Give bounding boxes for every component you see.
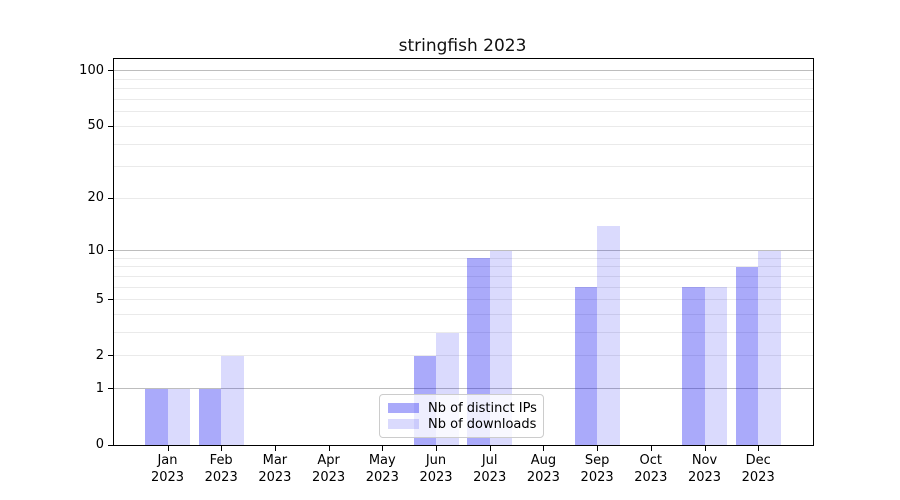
y-tick-20 <box>108 197 113 199</box>
x-tick-label-mar-2023: Mar 2023 <box>258 453 292 485</box>
y-tick-label-10: 10 <box>87 242 104 258</box>
minor-gridline-90 <box>114 78 813 80</box>
x-tick-oct-2023 <box>650 446 652 451</box>
bar-nb-of-downloads-jan-2023 <box>167 388 190 445</box>
y-tick-100 <box>108 70 113 72</box>
minor-gridline-9 <box>114 257 813 259</box>
minor-gridline-80 <box>114 88 813 90</box>
x-tick-label-dec-2023: Dec 2023 <box>741 453 775 485</box>
x-tick-label-nov-2023: Nov 2023 <box>687 453 722 485</box>
x-tick-sep-2023 <box>597 446 599 451</box>
y-tick-label-5: 5 <box>95 291 104 307</box>
minor-gridline-7 <box>114 275 813 277</box>
x-tick-apr-2023 <box>328 446 330 451</box>
x-tick-mar-2023 <box>274 446 276 451</box>
legend-label-downloads: Nb of downloads <box>428 416 537 432</box>
y-tick-50 <box>108 125 113 127</box>
major-gridline-100 <box>114 70 813 72</box>
y-tick-label-20: 20 <box>87 190 104 206</box>
major-gridline-10 <box>114 250 813 252</box>
x-tick-feb-2023 <box>221 446 223 451</box>
legend-item-downloads: Nb of downloads <box>388 416 537 432</box>
x-tick-label-jan-2023: Jan 2023 <box>150 453 185 485</box>
minor-gridline-60 <box>114 111 813 113</box>
y-tick-label-0: 0 <box>95 437 104 452</box>
legend: Nb of distinct IPs Nb of downloads <box>379 394 544 438</box>
x-tick-jul-2023 <box>489 446 491 451</box>
bar-nb-of-downloads-dec-2023 <box>758 250 781 445</box>
x-tick-nov-2023 <box>704 446 706 451</box>
y-tick-0 <box>108 444 113 446</box>
x-tick-jun-2023 <box>436 446 437 451</box>
bar-nb-of-distinct-ips-jan-2023 <box>145 388 168 445</box>
x-tick-dec-2023 <box>758 446 760 451</box>
x-tick-label-aug-2023: Aug 2023 <box>526 453 560 485</box>
legend-swatch-downloads <box>388 419 419 429</box>
legend-item-distinct-ips: Nb of distinct IPs <box>388 400 537 416</box>
bar-nb-of-downloads-sep-2023 <box>597 225 620 445</box>
x-tick-label-oct-2023: Oct 2023 <box>634 453 668 485</box>
y-tick-1 <box>108 388 113 390</box>
minor-gridline-2 <box>114 355 813 357</box>
x-tick-label-apr-2023: Apr 2023 <box>312 453 346 485</box>
x-tick-label-jul-2023: Jul 2023 <box>473 453 507 485</box>
x-tick-label-may-2023: May 2023 <box>365 453 399 485</box>
minor-gridline-70 <box>114 99 813 100</box>
plot-area: Nb of distinct IPs Nb of downloads Jan 2… <box>79 58 814 485</box>
y-tick-2 <box>108 355 113 357</box>
legend-label-distinct-ips: Nb of distinct IPs <box>428 400 537 416</box>
minor-gridline-6 <box>114 286 813 288</box>
minor-gridline-40 <box>114 143 813 145</box>
y-tick-label-50: 50 <box>87 118 104 134</box>
y-tick-label-100: 100 <box>79 62 104 78</box>
bar-nb-of-downloads-nov-2023 <box>704 287 727 445</box>
bar-nb-of-distinct-ips-sep-2023 <box>574 287 598 445</box>
x-tick-aug-2023 <box>543 446 545 451</box>
minor-gridline-4 <box>114 314 813 316</box>
minor-gridline-5 <box>114 299 813 301</box>
x-tick-jan-2023 <box>167 446 169 451</box>
y-tick-label-2: 2 <box>95 347 104 363</box>
minor-gridline-50 <box>114 125 813 127</box>
minor-gridline-8 <box>114 266 813 268</box>
bar-nb-of-distinct-ips-nov-2023 <box>682 287 705 445</box>
y-tick-5 <box>108 299 113 301</box>
x-tick-label-jun-2023: Jun 2023 <box>419 453 453 485</box>
minor-gridline-3 <box>114 332 813 334</box>
chart-title: stringfish 2023 <box>398 36 527 56</box>
y-tick-label-1: 1 <box>95 380 104 396</box>
minor-gridline-20 <box>114 197 813 199</box>
legend-swatch-distinct-ips <box>388 403 419 413</box>
x-tick-label-feb-2023: Feb 2023 <box>204 453 238 485</box>
x-tick-may-2023 <box>382 446 384 451</box>
bar-nb-of-distinct-ips-dec-2023 <box>735 266 759 445</box>
y-tick-10 <box>108 250 113 252</box>
minor-gridline-30 <box>114 166 813 168</box>
bar-nb-of-distinct-ips-feb-2023 <box>198 388 222 445</box>
x-tick-label-sep-2023: Sep 2023 <box>580 453 614 485</box>
major-gridline-1 <box>114 388 813 390</box>
bar-nb-of-downloads-feb-2023 <box>221 355 244 445</box>
